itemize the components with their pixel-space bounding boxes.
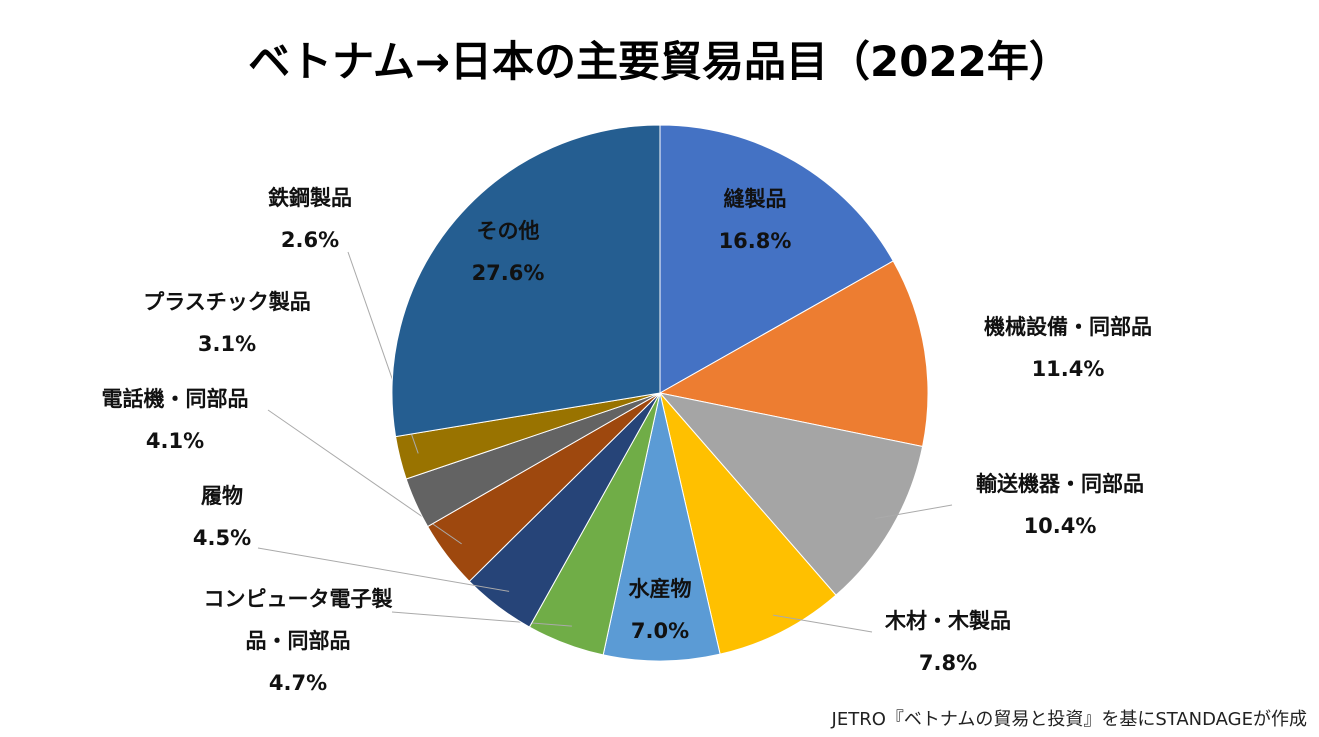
pie-slice (658, 392, 924, 596)
value-label: 3.1% (197, 332, 257, 356)
value-label: 27.6% (471, 261, 545, 285)
value-label: 16.8% (718, 229, 792, 253)
category-label: その他 (476, 219, 540, 243)
slice-label: 機械設備・同部品 11.4% (984, 306, 1152, 390)
value-label: 7.0% (630, 619, 690, 643)
pie-slice (602, 392, 721, 662)
pie-slice (659, 124, 894, 394)
slice-label: 木材・木製品 7.8% (885, 600, 1011, 684)
value-label: 7.8% (918, 651, 978, 675)
slice-label: コンピュータ電子製品・同部品 4.7% (198, 578, 398, 704)
chart-title: ベトナム→日本の主要貿易品目（2022年） (248, 37, 1071, 86)
leader-line (391, 611, 572, 627)
value-label: 4.1% (145, 429, 205, 453)
slice-label: 輸送機器・同部品 10.4% (976, 463, 1144, 547)
value-label: 11.4% (1031, 357, 1105, 381)
category-label: 電話機・同部品 (101, 387, 249, 411)
value-label: 2.6% (280, 228, 340, 252)
category-label: 輸送機器・同部品 (976, 472, 1144, 496)
category-label: 木材・木製品 (885, 609, 1011, 633)
category-label: 鉄鋼製品 (268, 186, 352, 210)
slice-label: プラスチック製品 3.1% (143, 281, 311, 365)
slice-label: 鉄鋼製品 2.6% (268, 177, 352, 261)
leader-line (257, 547, 510, 592)
pie-slice (659, 392, 837, 655)
pie-slice (391, 124, 661, 438)
category-label: コンピュータ電子製品・同部品 (203, 587, 393, 653)
category-label: 縫製品 (723, 187, 787, 211)
slice-label: 水産物 7.0% (629, 568, 692, 652)
category-label: プラスチック製品 (143, 290, 311, 314)
slice-label: その他 27.6% (472, 210, 545, 294)
source-note: JETRO『ベトナムの貿易と投資』を基にSTANDAGEが作成 (831, 709, 1307, 730)
value-label: 10.4% (1023, 514, 1097, 538)
pie-slice (658, 260, 929, 448)
category-label: 履物 (201, 484, 243, 508)
slice-label: 電話機・同部品 4.1% (102, 378, 249, 462)
category-label: 機械設備・同部品 (984, 315, 1152, 339)
value-label: 4.5% (192, 526, 252, 550)
slice-label: 縫製品 16.8% (719, 178, 792, 262)
leader-line (773, 614, 873, 633)
leader-line (875, 504, 953, 520)
category-label: 水産物 (628, 577, 692, 601)
slice-label: 履物 4.5% (193, 475, 251, 559)
value-label: 4.7% (268, 671, 328, 695)
